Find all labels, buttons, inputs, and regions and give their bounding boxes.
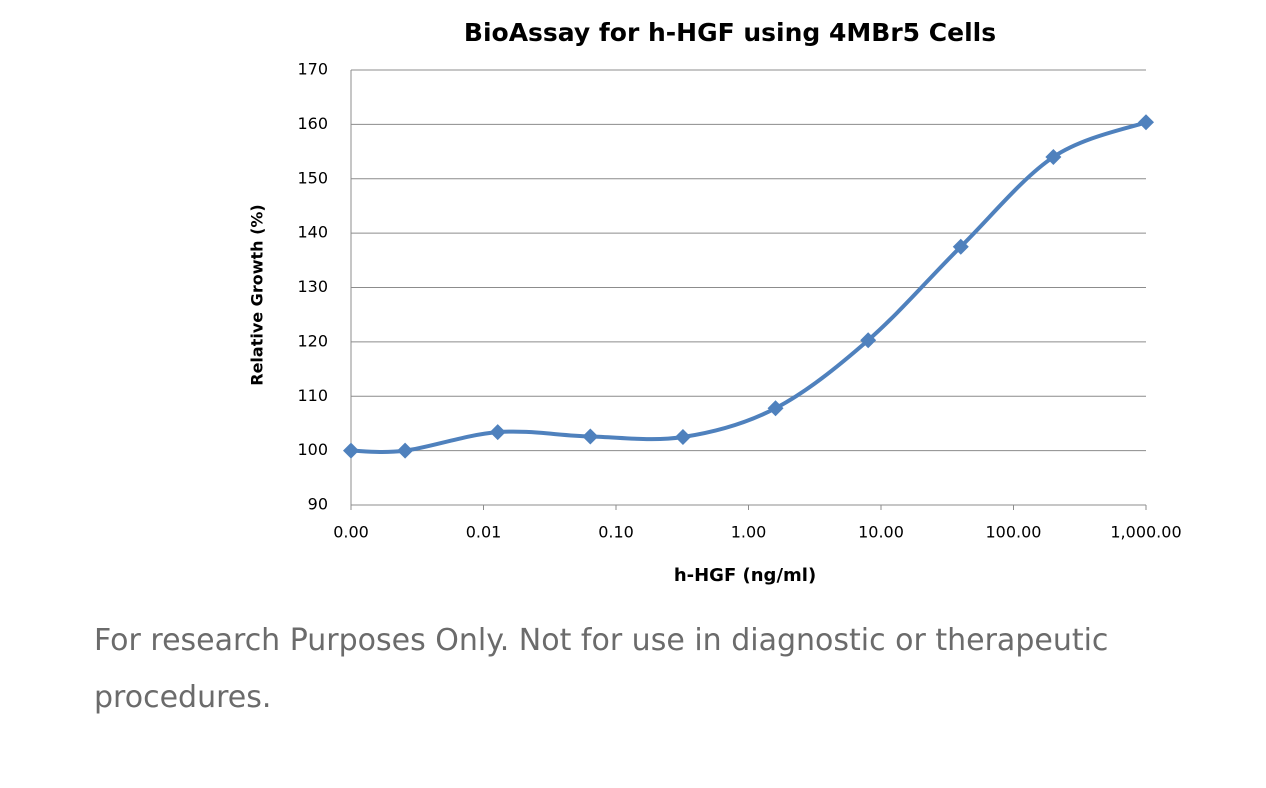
x-tick-label: 1,000.00 — [1110, 523, 1181, 542]
x-tick-label: 10.00 — [858, 523, 904, 542]
marker — [1045, 149, 1062, 165]
marker — [489, 424, 506, 441]
y-tick-label: 140 — [297, 223, 328, 242]
y-tick-label: 150 — [297, 168, 328, 187]
marker — [767, 400, 784, 417]
y-tick-label: 100 — [297, 440, 328, 459]
x-tick-label: 100.00 — [986, 523, 1042, 542]
y-tick-label: 110 — [297, 386, 328, 405]
marker — [952, 238, 969, 255]
marker — [674, 429, 691, 446]
marker — [1138, 114, 1154, 131]
marker — [343, 442, 359, 459]
marker — [582, 428, 599, 445]
y-tick-label: 120 — [297, 331, 328, 350]
x-tick-label: 1.00 — [731, 523, 767, 542]
x-tick-label: 0.10 — [598, 523, 634, 542]
marker — [397, 442, 414, 459]
caption: For research Purposes Only. Not for use … — [94, 623, 1109, 715]
marker — [860, 332, 877, 349]
y-tick-label: 90 — [308, 495, 328, 514]
y-tick-label: 170 — [297, 60, 328, 79]
chart: BioAssay for h-HGF using 4MBr5 Cells h-H… — [248, 18, 1182, 586]
x-tick-label: 0.01 — [466, 523, 502, 542]
x-axis-label: h-HGF (ng/ml) — [674, 565, 816, 586]
y-axis-label: Relative Growth (%) — [248, 204, 267, 386]
series-line — [350, 120, 1147, 454]
x-tick-label: 0.00 — [333, 523, 369, 542]
y-tick-label: 160 — [297, 114, 328, 133]
chart-title: BioAssay for h-HGF using 4MBr5 Cells — [464, 18, 996, 47]
y-tick-label: 130 — [297, 277, 328, 296]
